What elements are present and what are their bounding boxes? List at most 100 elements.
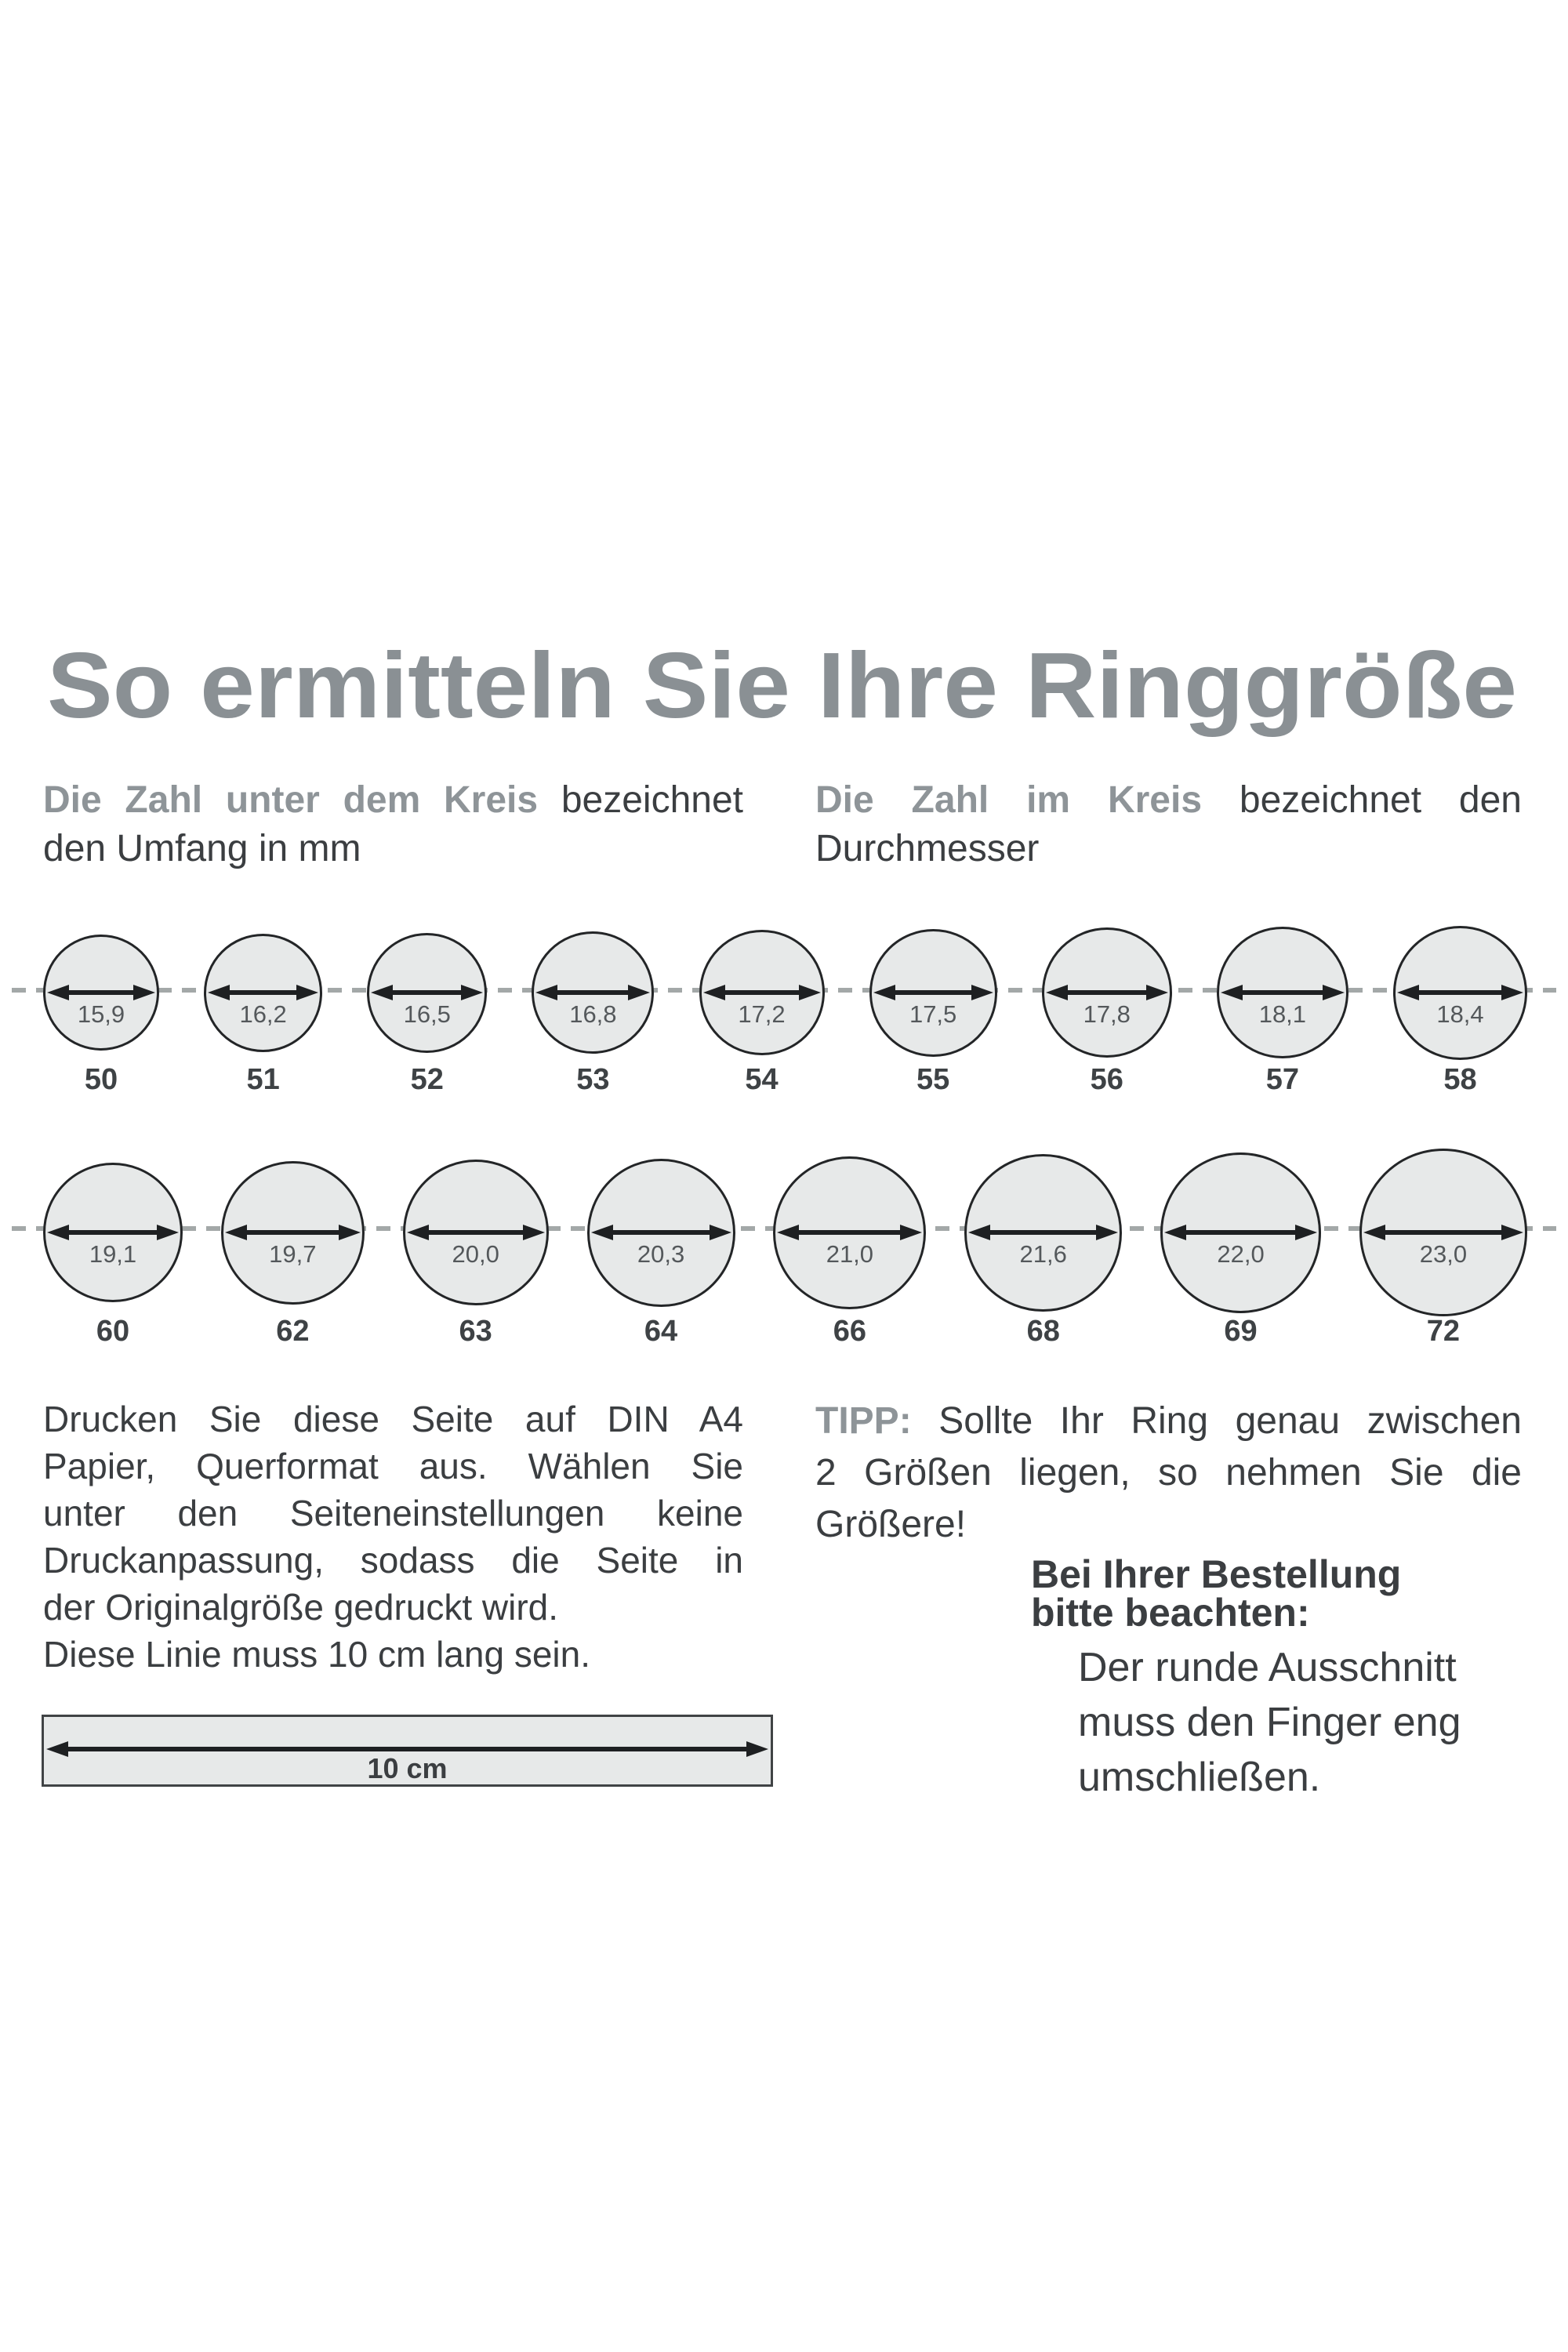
ring-size-item: 22,0 69 (1160, 1119, 1322, 1348)
ten-cm-reference-bar: 10 cm (42, 1715, 773, 1787)
legend-circumference-highlight: Die Zahl unter dem Kreis (43, 779, 539, 821)
tip-line1: TIPP: Sollte Ihr Ring genau zwischen (815, 1396, 1522, 1447)
print-instructions-line: Drucken Sie diese Seite auf DIN A4 (43, 1399, 743, 1439)
ring-circle: 18,4 (1393, 925, 1527, 1060)
ring-diameter-label: 20,3 (637, 1240, 685, 1268)
diameter-arrow-icon (208, 985, 319, 1000)
ring-size-number: 53 (576, 1063, 610, 1096)
legend-circumference: Die Zahl unter dem Kreis bezeichnet den … (43, 776, 743, 873)
ring-size-item: 16,5 52 (367, 891, 488, 1094)
ring-diameter-label: 15,9 (77, 1000, 125, 1028)
print-instructions-line: Diese Linie muss 10 cm lang sein. (43, 1634, 590, 1675)
ring-circle: 20,3 (586, 1158, 735, 1307)
ring-size-number: 51 (246, 1063, 280, 1096)
ring-diameter-label: 17,2 (738, 1000, 786, 1028)
ruler-arrow-icon (46, 1741, 768, 1757)
ring-size-number: 62 (276, 1315, 310, 1348)
print-instructions: Drucken Sie diese Seite auf DIN A4 Papie… (43, 1396, 743, 1678)
ring-size-number: 58 (1443, 1063, 1477, 1096)
ring-circle: 16,5 (367, 932, 488, 1053)
tip-label: TIPP: (815, 1400, 912, 1442)
ring-size-item: 18,4 58 (1393, 891, 1527, 1094)
ring-row-sizes-60-72: 19,1 60 19,7 62 20,0 63 20,3 64 21,0 66 21,6 68 22,0… (43, 1119, 1527, 1346)
ruler-label: 10 cm (367, 1752, 448, 1784)
ring-diameter-label: 17,5 (909, 1000, 957, 1028)
ring-circle: 19,7 (220, 1160, 365, 1305)
ring-size-number: 66 (833, 1315, 867, 1348)
ring-size-number: 69 (1224, 1315, 1258, 1348)
ring-diameter-label: 17,8 (1083, 1000, 1131, 1028)
diameter-arrow-icon (702, 985, 821, 1000)
print-instructions-line: unter den Seiteneinstellungen keine (43, 1493, 743, 1534)
ring-circle: 15,9 (43, 935, 159, 1051)
ring-circle: 21,0 (773, 1156, 927, 1309)
diameter-arrow-icon (535, 985, 651, 1000)
ring-circle: 22,0 (1160, 1152, 1322, 1313)
legend-diameter: Die Zahl im Kreis bezeichnet den Durchme… (815, 776, 1522, 873)
diameter-arrow-icon (1220, 985, 1345, 1000)
ring-size-number: 68 (1026, 1315, 1060, 1348)
ring-circle: 16,2 (204, 933, 323, 1052)
order-note-heading: Bei Ihrer Bestellung bitte beachten: (1031, 1555, 1533, 1632)
ring-size-number: 72 (1426, 1315, 1461, 1348)
ring-size-item: 16,2 51 (204, 891, 323, 1096)
ring-diameter-label: 23,0 (1419, 1240, 1468, 1268)
ring-diameter-label: 18,4 (1436, 1000, 1484, 1028)
ring-size-number: 55 (916, 1063, 950, 1096)
print-instructions-line: Papier, Querformat aus. Wählen Sie (43, 1446, 743, 1486)
ring-diameter-label: 19,1 (89, 1240, 137, 1268)
diameter-arrow-icon (47, 985, 155, 1000)
legend-diameter-highlight: Die Zahl im Kreis (815, 779, 1203, 821)
legend-diameter-rest: bezeichnet den (1202, 779, 1522, 821)
ring-diameter-label: 22,0 (1217, 1240, 1265, 1268)
ring-circle: 17,8 (1041, 927, 1172, 1058)
diameter-arrow-icon (371, 985, 484, 1000)
tip-line2: 2 Größen liegen, so nehmen Sie die (815, 1452, 1522, 1494)
ring-size-number: 56 (1090, 1063, 1123, 1096)
diameter-arrow-icon (590, 1225, 731, 1240)
fit-note-line3: umschließen. (1078, 1755, 1321, 1800)
legend-diameter-line1: Die Zahl im Kreis bezeichnet den (815, 776, 1522, 825)
ring-size-item: 20,3 64 (586, 1119, 735, 1348)
ring-size-number: 64 (644, 1315, 678, 1348)
ring-size-item: 15,9 50 (43, 891, 159, 1094)
ring-size-number: 60 (96, 1315, 130, 1348)
ring-size-item: 21,0 66 (773, 1119, 927, 1348)
ring-size-number: 63 (459, 1315, 492, 1348)
print-instructions-line: Druckanpassung, sodass die Seite in (43, 1540, 743, 1581)
ring-size-item: 19,1 60 (43, 1119, 183, 1346)
ring-size-number: 54 (745, 1063, 779, 1096)
ring-circle: 21,6 (964, 1153, 1123, 1312)
ring-diameter-label: 16,8 (569, 1000, 617, 1028)
tip-line1-rest: Sollte Ihr Ring genau zwischen (911, 1400, 1522, 1442)
ring-size-item: 16,8 53 (532, 891, 655, 1096)
ring-size-number: 57 (1265, 1063, 1300, 1096)
ring-size-item: 17,8 56 (1041, 891, 1172, 1096)
ring-circle: 16,8 (532, 931, 655, 1054)
legend-circumference-rest: bezeichnet (538, 779, 743, 821)
fit-note-line1: Der runde Ausschnitt (1078, 1645, 1457, 1690)
diameter-arrow-icon (224, 1225, 361, 1240)
ring-size-item: 23,0 72 (1359, 1119, 1527, 1346)
diameter-arrow-icon (873, 985, 993, 1000)
legend-circumference-line2: den Umfang in mm (43, 828, 361, 869)
order-note-line1: Bei Ihrer Bestellung (1031, 1552, 1402, 1596)
ring-diameter-label: 21,6 (1019, 1240, 1067, 1268)
diameter-arrow-icon (1397, 985, 1523, 1000)
diameter-arrow-icon (1045, 985, 1168, 1000)
ring-size-item: 21,6 68 (964, 1119, 1123, 1348)
ring-circle: 20,0 (402, 1160, 549, 1305)
ring-circle: 18,1 (1216, 927, 1348, 1058)
ring-diameter-label: 18,1 (1258, 1000, 1307, 1028)
ring-circle: 23,0 (1359, 1149, 1527, 1316)
page-title: So ermitteln Sie Ihre Ringgröße (47, 633, 1517, 738)
page-title-banner: So ermitteln Sie Ihre Ringgröße (47, 633, 1517, 738)
legend-diameter-line2: Durchmesser (815, 828, 1040, 869)
tip-note: TIPP: Sollte Ihr Ring genau zwischen 2 G… (815, 1396, 1522, 1551)
ring-diameter-label: 16,5 (403, 1000, 451, 1028)
tip-line3: Größere! (815, 1504, 967, 1545)
fit-note: Der runde Ausschnitt muss den Finger eng… (1078, 1640, 1533, 1805)
diameter-arrow-icon (406, 1225, 545, 1240)
ring-size-item: 18,1 57 (1216, 891, 1348, 1096)
legend-circumference-line1: Die Zahl unter dem Kreis bezeichnet (43, 776, 743, 825)
